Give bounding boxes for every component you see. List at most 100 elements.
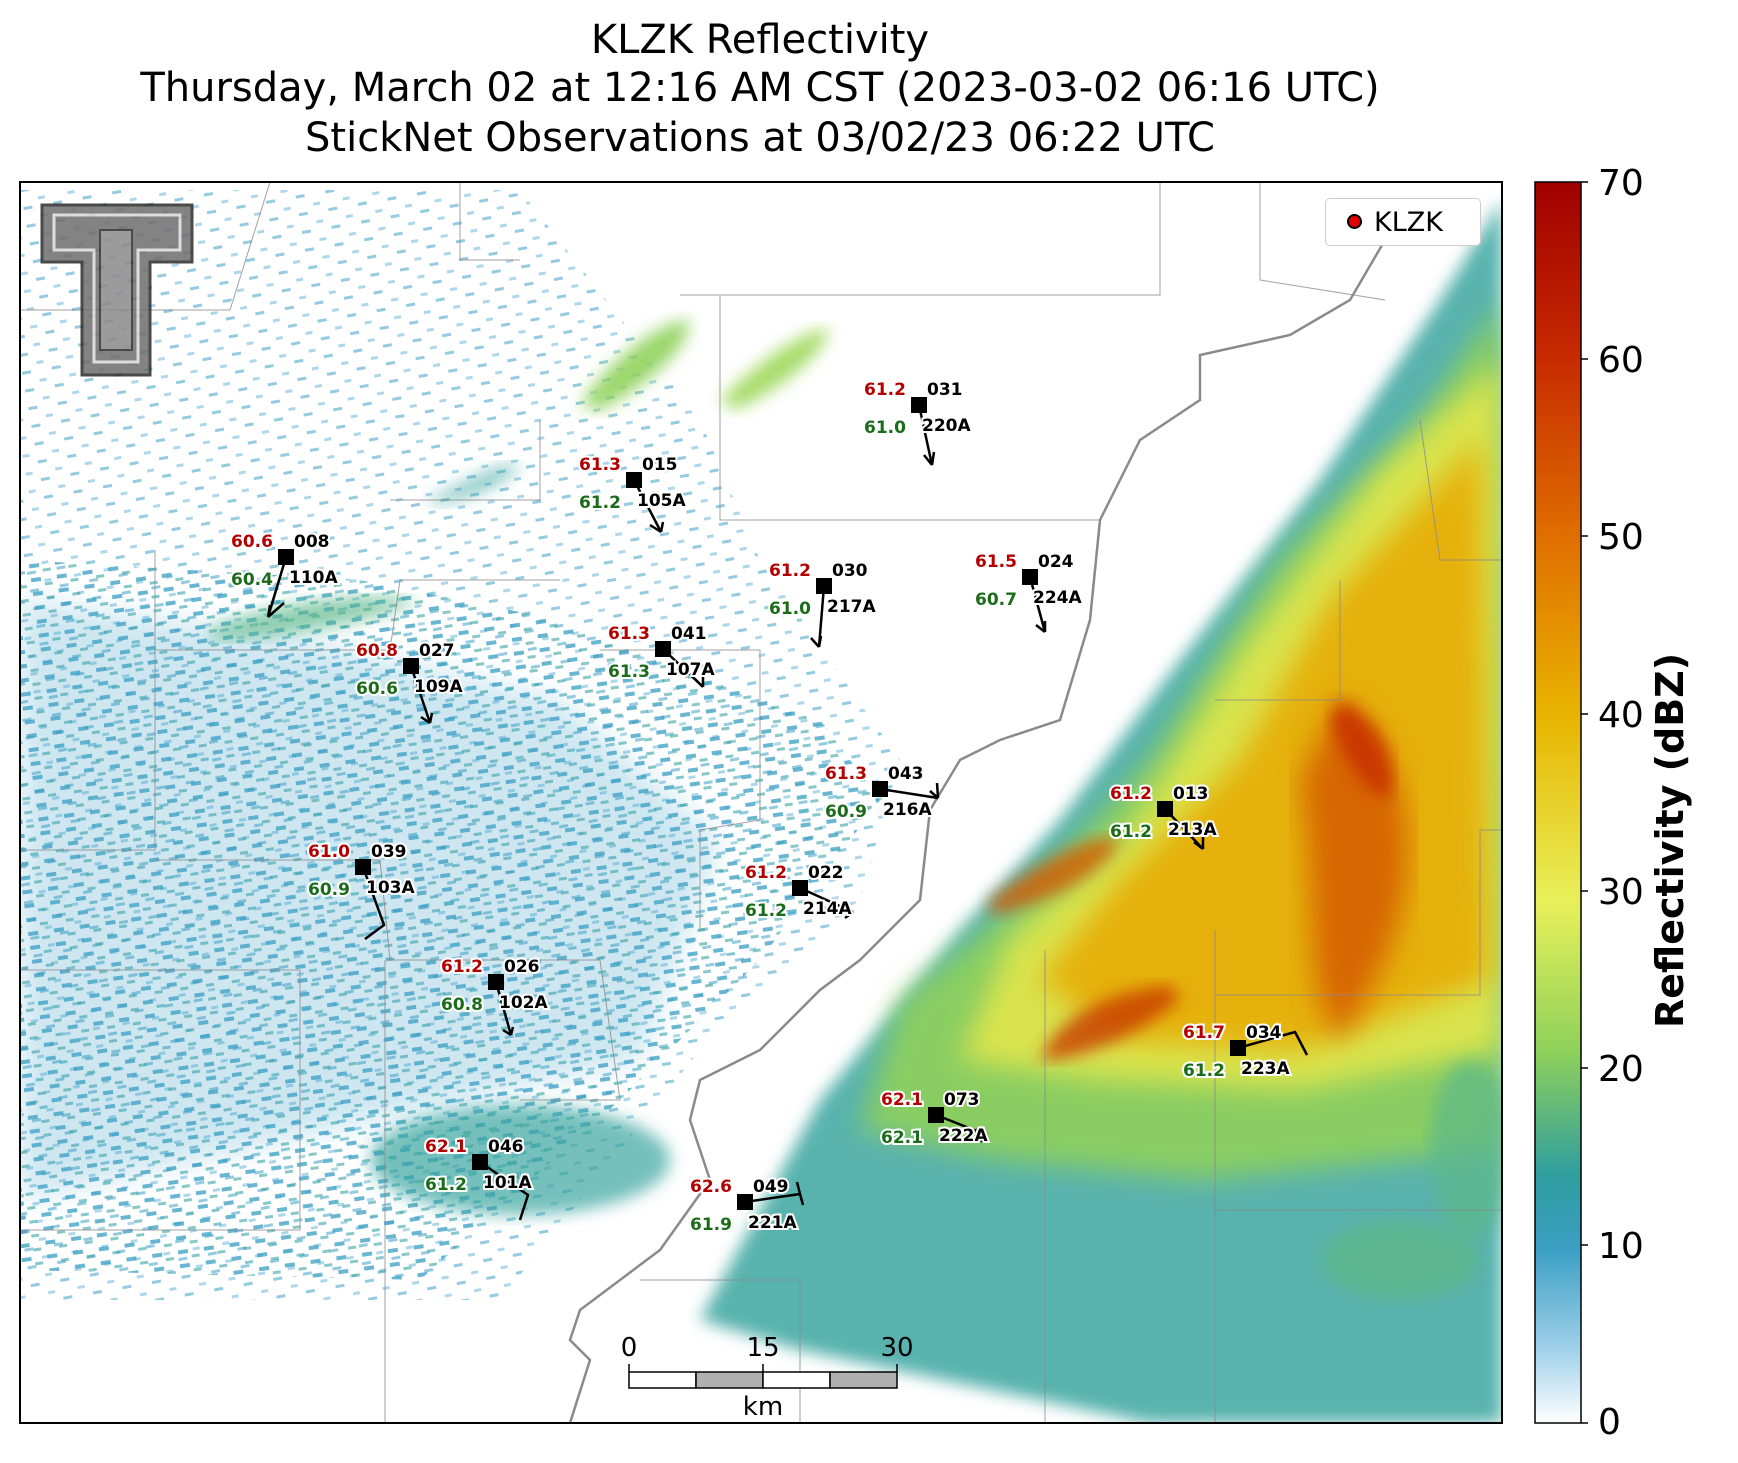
station-number: 013: [1173, 784, 1209, 804]
station-213A[interactable]: 61.2 013 61.2 213A: [1108, 782, 1219, 850]
station-marker-icon: [403, 658, 419, 674]
station-temperature: 61.2: [1110, 784, 1152, 804]
wind-barb-icon: [1237, 1030, 1309, 1056]
wind-barb-icon: [494, 981, 515, 1037]
station-temperature: 61.2: [769, 561, 811, 581]
station-id: 214A: [803, 899, 852, 919]
reflectivity-layer: [20, 182, 1502, 1423]
wind-barb-icon: [810, 585, 826, 648]
colorbar: [1534, 181, 1582, 1424]
station-number: 043: [888, 764, 924, 784]
radar-site-marker-icon: [1347, 214, 1362, 229]
station-temperature: 61.2: [864, 380, 906, 400]
station-dewpoint: 60.9: [308, 880, 350, 900]
station-dewpoint: 60.6: [356, 679, 398, 699]
station-number: 031: [927, 380, 963, 400]
colorbar-tick-50: 50: [1598, 517, 1644, 558]
wind-barb-icon: [361, 866, 386, 941]
station-dewpoint: 62.1: [881, 1128, 923, 1148]
station-temperature: 61.0: [308, 842, 350, 862]
station-number: 049: [753, 1177, 789, 1197]
station-dewpoint: 60.9: [825, 802, 867, 822]
scale-tick-15: 15: [746, 1333, 780, 1363]
colorbar-tick-10: 10: [1598, 1226, 1644, 1267]
station-marker-icon: [792, 880, 808, 896]
station-223A[interactable]: 61.7 034 61.2 223A: [1181, 1021, 1309, 1083]
station-temperature: 61.3: [825, 764, 867, 784]
station-id: 110A: [289, 568, 338, 588]
title-line-3: StickNet Observations at 03/02/23 06:22 …: [305, 115, 1215, 161]
station-107A[interactable]: 61.3 041 61.3 107A: [606, 622, 717, 688]
station-101A[interactable]: 62.1 046 61.2 101A: [423, 1135, 534, 1221]
station-number: 073: [944, 1090, 980, 1110]
station-id: 223A: [1241, 1059, 1290, 1079]
station-temperature: 60.8: [356, 641, 398, 661]
station-id: 220A: [922, 416, 971, 436]
station-221A[interactable]: 62.6 049 61.9 221A: [688, 1175, 805, 1237]
station-number: 034: [1246, 1023, 1282, 1043]
colorbar-ticks: [1581, 181, 1588, 1424]
station-number: 030: [832, 561, 868, 581]
station-number: 008: [294, 532, 330, 552]
station-number: 026: [504, 957, 540, 977]
station-id: 101A: [483, 1173, 532, 1193]
station-number: 022: [808, 863, 844, 883]
station-temperature: 62.1: [425, 1137, 467, 1157]
station-number: 041: [671, 624, 707, 644]
station-marker-icon: [1230, 1040, 1246, 1056]
radar-legend: KLZK: [1325, 198, 1481, 246]
station-id: 107A: [666, 660, 715, 680]
station-number: 039: [371, 842, 407, 862]
station-dewpoint: 61.2: [425, 1175, 467, 1195]
station-224A[interactable]: 61.5 024 60.7 224A: [973, 550, 1084, 633]
colorbar-tick-30: 30: [1598, 872, 1644, 913]
station-number: 015: [642, 455, 678, 475]
wind-barb-icon: [917, 404, 936, 466]
station-103A[interactable]: 61.0 039 60.9 103A: [306, 840, 417, 941]
wind-barb-icon: [879, 782, 940, 800]
station-temperature: 62.6: [690, 1177, 732, 1197]
station-marker-icon: [278, 549, 294, 565]
station-102A[interactable]: 61.2 026 60.8 102A: [439, 955, 550, 1037]
station-temperature: 61.2: [745, 863, 787, 883]
station-marker-icon: [911, 397, 927, 413]
station-dewpoint: 61.2: [1183, 1061, 1225, 1081]
station-110A[interactable]: 60.6 008 60.4 110A: [229, 530, 340, 618]
colorbar-tick-40: 40: [1598, 695, 1644, 736]
station-marker-icon: [488, 974, 504, 990]
station-dewpoint: 61.2: [579, 493, 621, 513]
station-222A[interactable]: 62.1 073 62.1 222A: [879, 1088, 990, 1150]
colorbar-label: Reflectivity (dBZ): [1648, 652, 1692, 1028]
station-109A[interactable]: 60.8 027 60.6 109A: [354, 639, 465, 725]
wind-barb-icon: [744, 1181, 805, 1206]
scale-bar: [628, 1364, 898, 1389]
station-214A[interactable]: 61.2 022 61.2 214A: [743, 861, 854, 923]
station-temperature: 60.6: [231, 532, 273, 552]
station-id: 221A: [748, 1213, 797, 1233]
station-217A[interactable]: 61.2 030 61.0 217A: [767, 559, 878, 648]
colorbar-tick-0: 0: [1598, 1402, 1621, 1443]
station-dewpoint: 61.3: [608, 662, 650, 682]
station-105A[interactable]: 61.3 015 61.2 105A: [577, 453, 688, 534]
colorbar-tick-20: 20: [1598, 1049, 1644, 1090]
station-marker-icon: [626, 472, 642, 488]
colorbar-tick-70: 70: [1598, 163, 1644, 204]
station-id: 109A: [414, 677, 463, 697]
wind-barb-icon: [479, 1160, 530, 1221]
station-marker-icon: [355, 859, 371, 875]
wind-barb-icon: [1028, 576, 1047, 633]
station-id: 217A: [827, 597, 876, 617]
station-220A[interactable]: 61.2 031 61.0 220A: [862, 378, 973, 466]
station-216A[interactable]: 61.3 043 60.9 216A: [823, 762, 940, 824]
station-number: 046: [488, 1137, 524, 1157]
station-dewpoint: 61.9: [690, 1215, 732, 1235]
station-marker-icon: [472, 1154, 488, 1170]
station-temperature: 61.5: [975, 552, 1017, 572]
station-marker-icon: [872, 781, 888, 797]
station-dewpoint: 60.8: [441, 995, 483, 1015]
station-temperature: 61.2: [441, 957, 483, 977]
station-marker-icon: [816, 578, 832, 594]
station-id: 103A: [366, 878, 415, 898]
